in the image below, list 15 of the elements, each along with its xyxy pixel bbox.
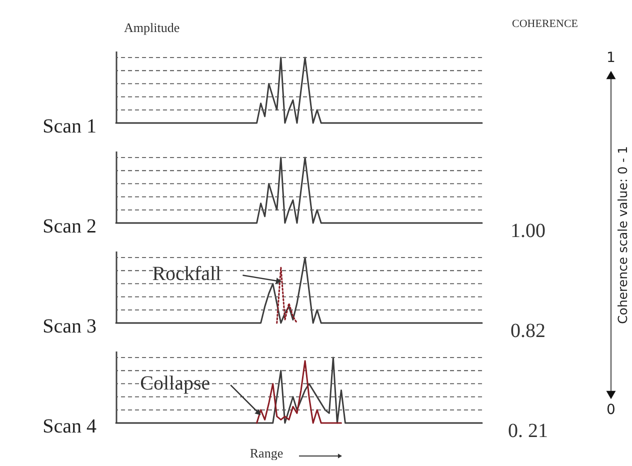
text: 1.00	[510, 220, 546, 242]
y-axis-title: Scan 1	[42, 116, 96, 138]
y-axis-title: Scan 3	[42, 316, 96, 338]
chart-title: Amplitude	[124, 20, 180, 35]
x-axis-title: Range	[250, 446, 284, 460]
text: 0.82	[510, 320, 546, 342]
text: 0. 21	[508, 420, 548, 442]
annotation: Rockfall	[152, 262, 222, 285]
text: 1	[606, 50, 616, 66]
y-axis-title: Scan 4	[42, 416, 96, 438]
annotation: Collapse	[140, 372, 210, 395]
text: Coherence scale value: 0 - 1	[615, 146, 630, 324]
y-axis-title: Scan 2	[42, 216, 96, 238]
text: 0	[606, 402, 616, 418]
text: COHERENCE	[512, 18, 578, 30]
